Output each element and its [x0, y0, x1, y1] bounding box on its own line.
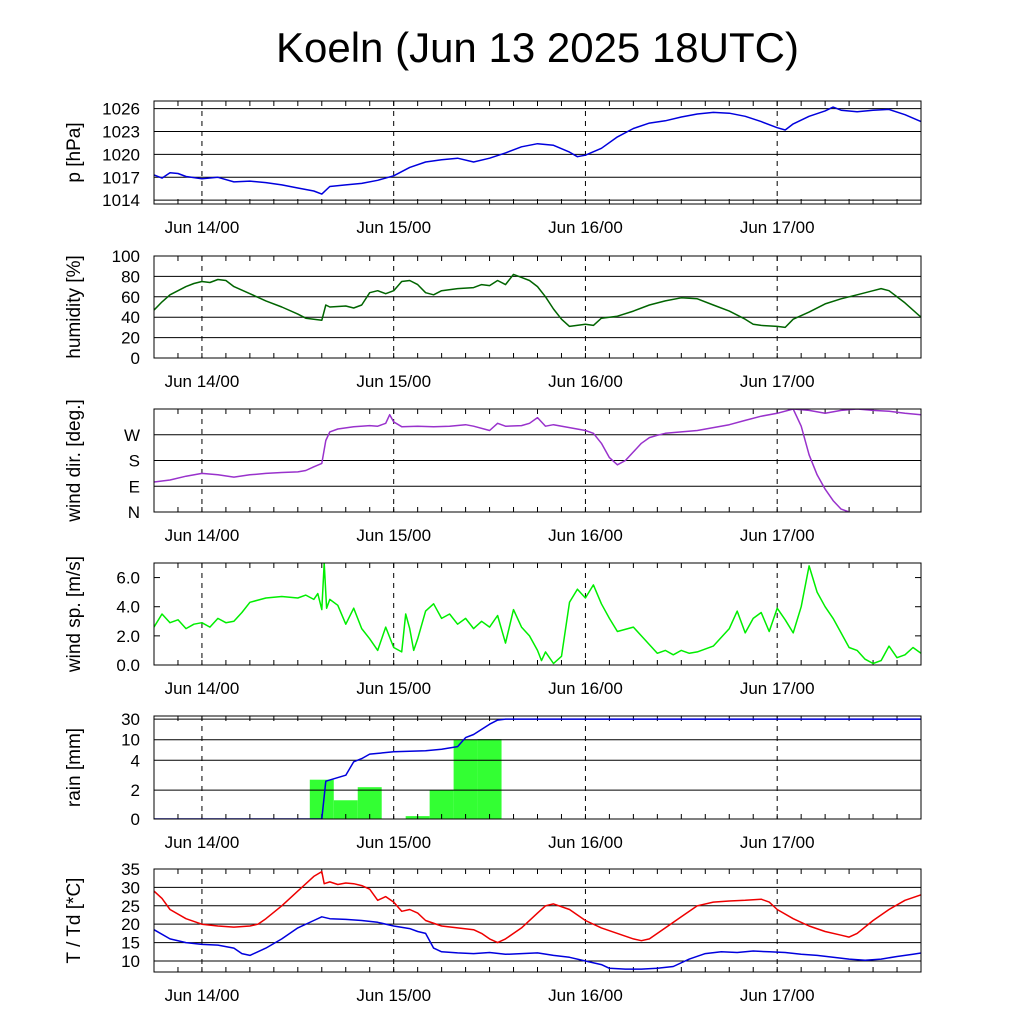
y-tick-label: 30 — [121, 710, 140, 729]
x-tick-label: Jun 14/00 — [165, 833, 240, 852]
y-tick-label: 2 — [131, 781, 140, 800]
y-axis-label: rain [mm] — [64, 728, 85, 807]
y-tick-label: 4.0 — [116, 598, 140, 617]
panel-wind_speed: 0.0 2.0 4.0 6.0 Jun 14/00 Jun 15/00 Jun 16/00 J… — [64, 556, 922, 698]
y-tick-label: 30 — [121, 878, 140, 897]
rain-bar-0 — [309, 779, 334, 819]
humidity-series-0 — [154, 273, 921, 329]
x-tick-label: Jun 15/00 — [356, 372, 431, 391]
rain-bar-2 — [357, 787, 382, 819]
y-tick-label: 0 — [131, 349, 140, 368]
y-tick-label: 1014 — [102, 191, 140, 210]
y-tick-label: 6.0 — [116, 569, 140, 588]
chart-title: Koeln (Jun 13 2025 18UTC) — [276, 24, 799, 71]
x-tick-label: Jun 16/00 — [548, 833, 623, 852]
x-tick-label: Jun 17/00 — [740, 833, 815, 852]
plot-frame — [153, 100, 922, 205]
y-axis-label: wind dir. [deg.] — [64, 399, 85, 523]
rain-bar-6 — [477, 739, 502, 819]
x-tick-label: Jun 17/00 — [740, 372, 815, 391]
x-tick-label: Jun 15/00 — [356, 526, 431, 545]
y-tick-label: 1017 — [102, 168, 140, 187]
y-tick-label: 25 — [121, 897, 140, 916]
panel-pressure: 1014 1017 1020 1023 1026 Jun 14/00 Jun 15/00 Ju… — [64, 100, 922, 237]
panel-rain: 0 2 410 30 Jun 14/00 Jun 15/00 Jun 16/00 Jun 17… — [64, 710, 922, 852]
y-tick-label: 35 — [121, 860, 140, 879]
rain-bar-4 — [429, 790, 454, 819]
wind_direction-series-0 — [154, 409, 921, 483]
x-tick-label: Jun 15/00 — [356, 218, 431, 237]
x-tick-label: Jun 14/00 — [165, 679, 240, 698]
x-tick-label: Jun 16/00 — [548, 372, 623, 391]
y-tick-label: 20 — [121, 329, 140, 348]
x-tick-label: Jun 14/00 — [165, 986, 240, 1005]
x-tick-label: Jun 16/00 — [548, 986, 623, 1005]
y-tick-label: 100 — [112, 247, 140, 266]
pressure-series-0 — [154, 106, 921, 195]
plot-frame — [153, 868, 922, 973]
y-tick-label: 0.0 — [116, 656, 140, 675]
y-tick-label: 1026 — [102, 100, 140, 119]
y-tick-label: 40 — [121, 308, 140, 327]
y-tick-label: W — [124, 426, 140, 445]
y-tick-label: 1023 — [102, 123, 140, 142]
x-tick-label: Jun 14/00 — [165, 372, 240, 391]
y-tick-label: 60 — [121, 288, 140, 307]
plot-frame — [153, 408, 922, 513]
rain-bar-1 — [333, 800, 358, 819]
x-tick-label: Jun 17/00 — [740, 986, 815, 1005]
y-tick-label: 2.0 — [116, 627, 140, 646]
x-tick-label: Jun 14/00 — [165, 526, 240, 545]
y-tick-label: 15 — [121, 934, 140, 953]
x-tick-label: Jun 15/00 — [356, 679, 431, 698]
x-tick-label: Jun 17/00 — [740, 526, 815, 545]
wind_direction-series-1 — [792, 409, 850, 512]
x-tick-label: Jun 15/00 — [356, 833, 431, 852]
y-tick-label: 0 — [131, 810, 140, 829]
wind_speed-series-0 — [154, 563, 921, 665]
y-axis-label: T / Td [*C] — [64, 878, 85, 964]
y-axis-label: p [hPa] — [64, 122, 85, 182]
y-tick-label: 1020 — [102, 145, 140, 164]
y-tick-label: N — [128, 503, 140, 522]
plot-frame — [153, 562, 922, 666]
x-tick-label: Jun 16/00 — [548, 679, 623, 698]
y-axis-label: wind sp. [m/s] — [64, 556, 85, 673]
y-axis-label: humidity [%] — [64, 255, 85, 358]
y-tick-label: S — [129, 452, 140, 471]
y-tick-label: 10 — [121, 731, 140, 750]
y-tick-label: E — [129, 477, 140, 496]
y-tick-label: 10 — [121, 952, 140, 971]
y-tick-label: 80 — [121, 267, 140, 286]
rain-bar-5 — [453, 739, 478, 819]
x-tick-label: Jun 14/00 — [165, 218, 240, 237]
x-tick-label: Jun 17/00 — [740, 218, 815, 237]
x-tick-label: Jun 17/00 — [740, 679, 815, 698]
plot-frame — [153, 715, 922, 820]
rain-series-0 — [154, 718, 921, 819]
temperature-series-1 — [154, 916, 921, 970]
y-tick-label: 4 — [131, 751, 140, 770]
x-tick-label: Jun 16/00 — [548, 218, 623, 237]
x-tick-label: Jun 16/00 — [548, 526, 623, 545]
temperature-series-0 — [154, 870, 921, 944]
y-tick-label: 20 — [121, 915, 140, 934]
plot-frame — [153, 255, 922, 359]
x-tick-label: Jun 15/00 — [356, 986, 431, 1005]
